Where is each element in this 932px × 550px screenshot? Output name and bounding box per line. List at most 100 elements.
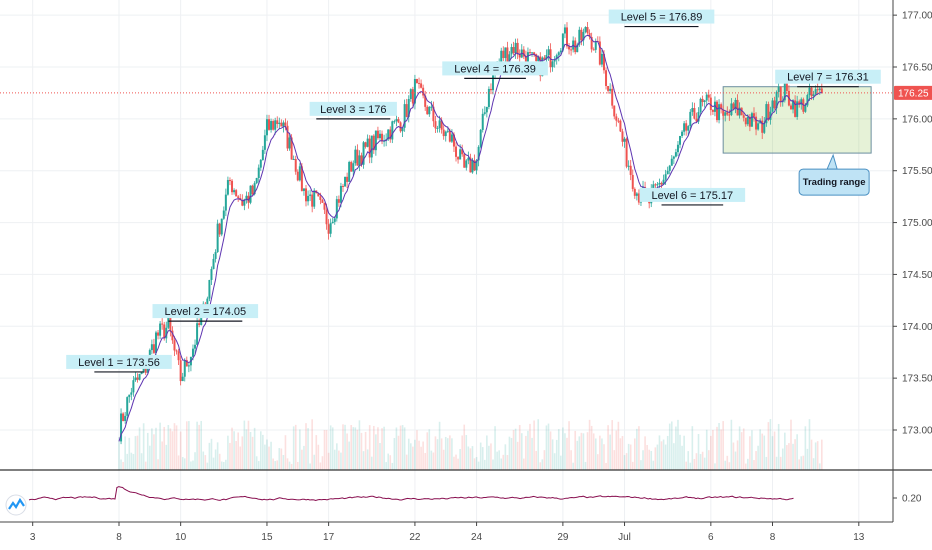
volume-bar [586, 432, 589, 470]
volume-bar [553, 453, 556, 470]
candle-body [389, 129, 392, 140]
volume-bar [617, 421, 620, 470]
volume-bar [428, 429, 431, 470]
candle-body [818, 88, 821, 91]
volume-bar [259, 431, 262, 470]
candle-body [561, 33, 564, 51]
volume-bar [405, 454, 408, 470]
candle-body [381, 133, 384, 142]
volume-bar [253, 427, 256, 470]
volume-bar [181, 457, 184, 470]
candle-body [570, 49, 573, 51]
candle-body [122, 413, 125, 421]
candle-body [272, 121, 275, 130]
candle-body [613, 105, 616, 117]
volume-bar [652, 460, 655, 470]
volume-bar [247, 420, 250, 470]
volume-bar [356, 429, 359, 470]
volume-bar [751, 430, 753, 470]
volume-bar [124, 436, 126, 470]
candle-body [670, 158, 673, 166]
candle-body [535, 54, 538, 62]
candle-body [746, 116, 749, 125]
volume-bar [461, 435, 463, 470]
volume-bar [736, 440, 739, 470]
volume-bar [403, 427, 406, 470]
volume-bar [718, 422, 720, 470]
volume-bar [136, 435, 139, 470]
volume-bar [518, 424, 521, 470]
volume-bar [183, 458, 186, 470]
volume-bar [432, 452, 435, 470]
candle-body [391, 121, 394, 140]
candle-body [757, 123, 760, 130]
candle-body [292, 159, 295, 161]
candle-body [720, 104, 723, 110]
volume-bar [496, 451, 498, 470]
candle-body [695, 118, 698, 122]
volume-bar [810, 439, 813, 470]
candle-body [265, 119, 268, 136]
candle-body [600, 53, 603, 65]
candle-body [479, 129, 482, 147]
volume-bar [159, 422, 161, 470]
volume-bar [568, 421, 570, 470]
volume-bar [338, 450, 340, 470]
volume-bar [257, 461, 260, 470]
candle-body [483, 112, 486, 114]
volume-bar [270, 441, 272, 470]
candle-body [395, 119, 398, 122]
candle-body [401, 127, 404, 132]
candle-body [586, 27, 589, 34]
volume-bar [385, 462, 387, 470]
x-tick-label: 3 [30, 532, 36, 543]
candle-body [226, 180, 229, 195]
volume-bar [574, 430, 577, 470]
volume-bar [722, 421, 724, 470]
candle-body [218, 223, 221, 235]
candle-body [734, 99, 737, 109]
volume-bar [218, 453, 221, 470]
volume-bar [305, 423, 307, 470]
candle-body [547, 49, 550, 55]
volume-bar [728, 462, 731, 470]
volume-bar [455, 454, 457, 470]
price-axis[interactable]: 173.00 173.50 174.00 174.50 175.00 175.50 176.… [893, 11, 932, 437]
volume-bar [331, 427, 334, 470]
candle-body [290, 137, 293, 160]
tradingview-logo-icon[interactable] [5, 494, 27, 516]
candle-body [224, 194, 227, 211]
time-axis[interactable]: 3 8 10 15 17 22 24 29 Jul 6 8 13 [30, 522, 865, 543]
candle-body [732, 103, 735, 109]
volume-bar [348, 441, 350, 470]
volume-bar [483, 459, 486, 470]
level-label: Level 4 = 176.39 [454, 63, 536, 75]
volume-bar [467, 446, 470, 470]
volume-bar [705, 429, 708, 470]
candle-body [736, 99, 739, 116]
y-tick-label: 174.50 [902, 270, 932, 281]
volume-bar [500, 458, 503, 470]
volume-bar [397, 435, 400, 470]
candle-body [305, 188, 308, 202]
volume-bar [266, 439, 268, 470]
candle-body [590, 36, 593, 50]
candle-body [348, 161, 351, 182]
volume-bar [175, 425, 178, 470]
candle-body [448, 130, 451, 142]
x-tick-label: 8 [770, 532, 776, 543]
volume-bar [597, 454, 599, 470]
volume-bar [535, 450, 537, 470]
candle-body [814, 89, 817, 95]
candle-body [681, 131, 684, 137]
candle-body [705, 94, 708, 101]
volume-bar [286, 458, 289, 470]
candle-body [473, 160, 476, 171]
candle-body [362, 142, 365, 165]
volume-bar [689, 462, 692, 470]
volume-bar [313, 454, 316, 470]
candle-body [444, 131, 447, 137]
last-price-tag-bg [894, 85, 932, 100]
candle-body [368, 138, 371, 158]
